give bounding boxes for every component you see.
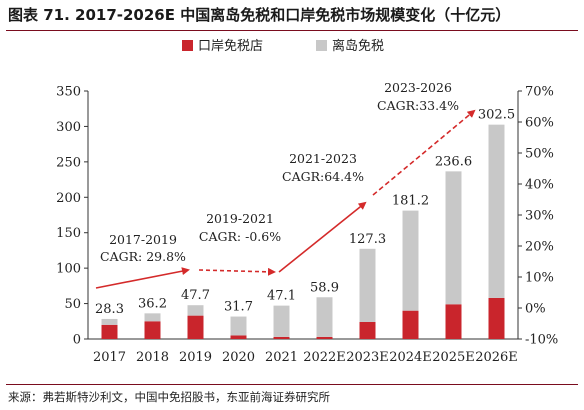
y-left-tick-label: 150 xyxy=(56,226,81,241)
annotation-period-2021-2023: 2021-2023 xyxy=(289,151,357,166)
total-label-2022E: 58.9 xyxy=(310,280,339,295)
annotation-cagr-2023-2026: CAGR:33.4% xyxy=(377,98,459,113)
annotation-period-2019-2021: 2019-2021 xyxy=(206,211,274,226)
chart-title: 图表 71. 2017-2026E 中国离岛免税和口岸免税市场规模变化（十亿元） xyxy=(8,6,511,24)
trend-arrow-2017-2019 xyxy=(95,267,190,289)
bar-port-2022E xyxy=(316,336,333,339)
bars-group xyxy=(101,124,505,339)
y-right-tick-label: 20% xyxy=(525,240,554,255)
total-label-2024E: 181.2 xyxy=(392,194,429,209)
y-left-tick-label: 300 xyxy=(56,120,81,135)
bar-port-2020 xyxy=(230,335,247,339)
y-axis-right-ticks: -10% 0% 10% 20% 30% 40% 50% 60% 70% xyxy=(518,85,558,348)
y-right-tick-label: 50% xyxy=(525,147,554,162)
bar-island-2022E xyxy=(316,297,333,337)
y-right-tick-label: 0% xyxy=(525,302,546,317)
total-label-2021: 47.1 xyxy=(267,289,296,304)
bar-island-2021 xyxy=(273,305,290,337)
y-left-tick-label: 350 xyxy=(56,85,81,100)
bar-island-2019 xyxy=(187,305,204,316)
annotation-cagr-2019-2021: CAGR: -0.6% xyxy=(199,229,281,244)
x-tick-label-2026E: 2026E xyxy=(475,350,518,365)
bar-port-2021 xyxy=(273,336,290,339)
bar-port-2019 xyxy=(187,315,204,339)
x-tick-label-2022E: 2022E xyxy=(303,350,346,365)
bar-port-2026E xyxy=(488,297,505,339)
annotation-period-2023-2026: 2023-2026 xyxy=(384,80,452,95)
bar-island-2025E xyxy=(445,171,462,305)
x-tick-label-2023E: 2023E xyxy=(346,350,389,365)
bar-port-2018 xyxy=(144,321,161,339)
y-right-tick-label: 10% xyxy=(525,271,554,286)
bar-island-2023E xyxy=(359,248,376,322)
annotation-cagr-2021-2023: CAGR:64.4% xyxy=(282,169,364,184)
legend-swatch-port xyxy=(182,40,193,51)
annotation-period-2017-2019: 2017-2019 xyxy=(109,232,177,247)
y-left-tick-label: 0 xyxy=(73,333,81,348)
y-left-tick-label: 200 xyxy=(56,191,81,206)
title-divider xyxy=(6,30,578,31)
y-axis-left-ticks: 0 50 100 150 200 250 300 350 xyxy=(56,85,88,348)
y-right-tick-label: 30% xyxy=(525,209,554,224)
total-label-2020: 31.7 xyxy=(224,300,253,315)
total-label-2023E: 127.3 xyxy=(349,232,386,247)
y-left-tick-label: 100 xyxy=(56,262,81,277)
bar-island-2026E xyxy=(488,124,505,298)
total-label-2026E: 302.5 xyxy=(478,108,515,123)
total-label-2025E: 236.6 xyxy=(435,154,472,169)
x-tick-label-2018: 2018 xyxy=(136,350,169,365)
x-tick-label-2019: 2019 xyxy=(179,350,212,365)
total-label-2017: 28.3 xyxy=(95,302,124,317)
y-right-tick-label: 60% xyxy=(525,116,554,131)
x-tick-label-2020: 2020 xyxy=(222,350,255,365)
legend-label-island: 离岛免税 xyxy=(332,38,384,54)
bar-port-2025E xyxy=(445,304,462,339)
y-right-tick-label: 70% xyxy=(525,85,554,100)
legend-label-port: 口岸免税店 xyxy=(198,39,263,54)
x-tick-label-2024E: 2024E xyxy=(389,350,432,365)
y-left-tick-label: 50 xyxy=(64,297,81,312)
y-right-tick-label: 40% xyxy=(525,178,554,193)
y-left-tick-label: 250 xyxy=(56,155,81,170)
legend-swatch-island xyxy=(316,40,327,51)
trend-arrow-2021-2023 xyxy=(278,201,367,273)
x-tick-label-2025E: 2025E xyxy=(432,350,475,365)
source-divider xyxy=(6,384,578,385)
bar-island-2020 xyxy=(230,316,247,336)
bar-island-2017 xyxy=(101,318,118,325)
bar-port-2024E xyxy=(402,310,419,339)
total-label-2018: 36.2 xyxy=(138,296,167,311)
bar-island-2018 xyxy=(144,313,161,322)
x-tick-label-2021: 2021 xyxy=(265,350,298,365)
bar-port-2023E xyxy=(359,321,376,339)
bar-island-2024E xyxy=(402,210,419,311)
source-note: 来源：弗若斯特沙利文，中国中免招股书，东亚前海证券研究所 xyxy=(8,390,330,404)
total-label-2019: 47.7 xyxy=(181,288,210,303)
trend-arrow-2023-2026 xyxy=(372,109,476,196)
x-tick-labels-group: 2017 2018 2019 2020 2021 2022E 2023E 2024E 2025E… xyxy=(93,350,518,365)
annotation-cagr-2017-2019: CAGR: 29.8% xyxy=(100,249,186,264)
trend-arrow-2019-2021 xyxy=(198,267,276,276)
bar-port-2017 xyxy=(101,324,118,339)
total-labels-group: 28.3 36.2 47.7 31.7 47.1 58.9 127.3 181.2 236.6 3… xyxy=(95,108,515,317)
y-right-tick-label: -10% xyxy=(525,333,558,348)
x-tick-label-2017: 2017 xyxy=(93,350,126,365)
